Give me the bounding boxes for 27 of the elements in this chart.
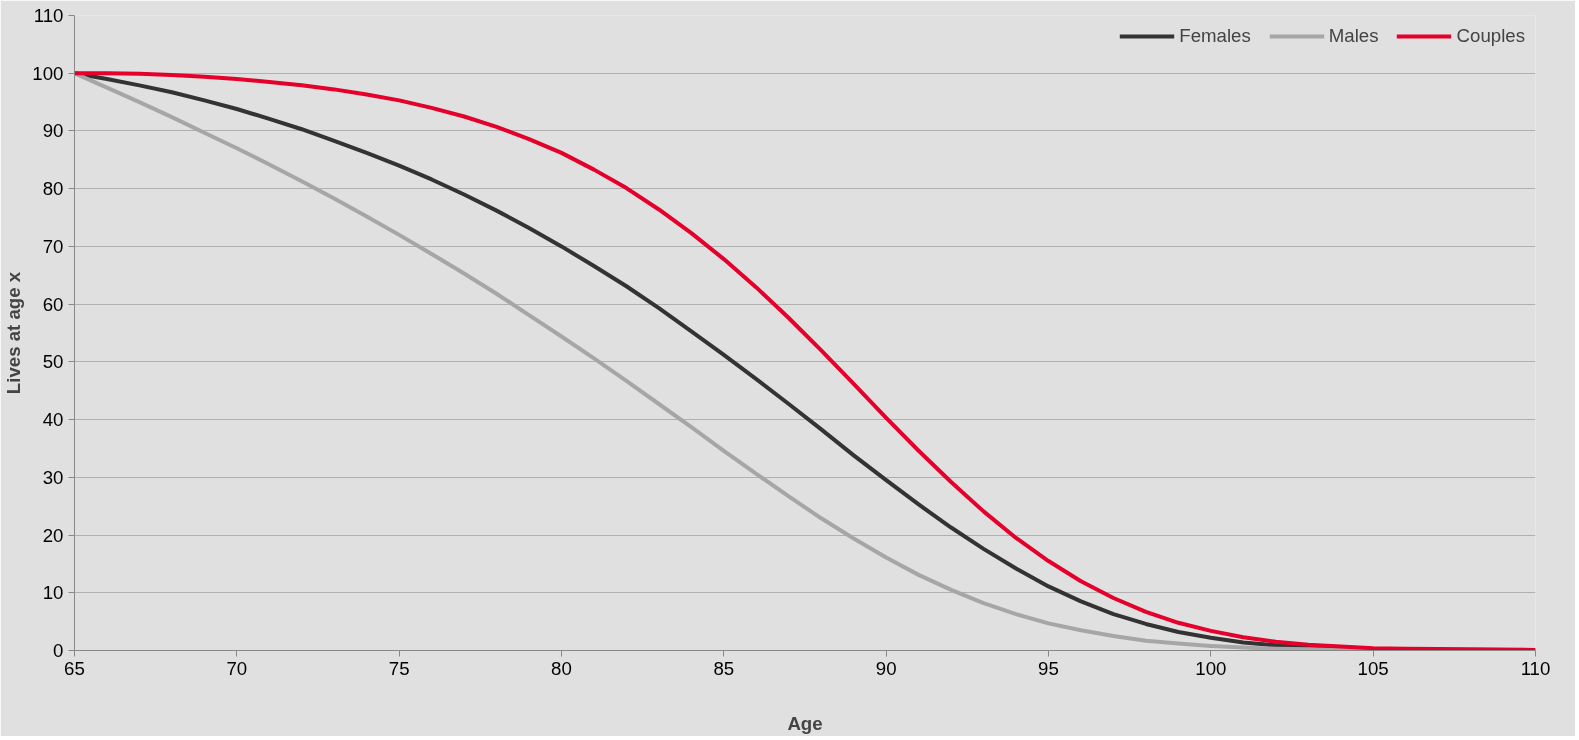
y-tick-label: 100 — [32, 62, 64, 84]
x-tick-label: 100 — [1195, 657, 1227, 679]
legend-label: Males — [1328, 25, 1379, 47]
y-tick-label: 50 — [42, 351, 64, 373]
y-tick-label: 80 — [42, 178, 64, 200]
legend-label: Females — [1179, 25, 1251, 47]
x-axis-title: Age — [787, 712, 823, 734]
y-tick-label: 90 — [42, 120, 64, 142]
y-tick-label: 40 — [42, 409, 64, 431]
y-axis-title: Lives at age x — [3, 271, 25, 395]
x-tick-label: 70 — [226, 657, 248, 679]
y-tick-label: 30 — [42, 466, 64, 488]
y-tick-label: 0 — [53, 640, 64, 661]
y-tick-label: 10 — [42, 582, 64, 604]
x-tick-label: 90 — [875, 657, 897, 679]
y-tick-label: 20 — [42, 524, 64, 546]
x-tick-label: 105 — [1357, 657, 1389, 679]
y-tick-label: 110 — [33, 5, 64, 26]
x-tick-label: 65 — [64, 657, 85, 679]
x-tick-label: 95 — [1038, 657, 1059, 679]
y-tick-label: 70 — [42, 235, 64, 257]
y-tick-label: 60 — [42, 293, 64, 315]
x-tick-label: 80 — [551, 657, 572, 679]
x-tick-label: 110 — [1520, 657, 1551, 679]
x-tick-label: 75 — [388, 657, 410, 679]
x-tick-label: 85 — [713, 657, 735, 679]
legend-label: Couples — [1456, 25, 1525, 47]
